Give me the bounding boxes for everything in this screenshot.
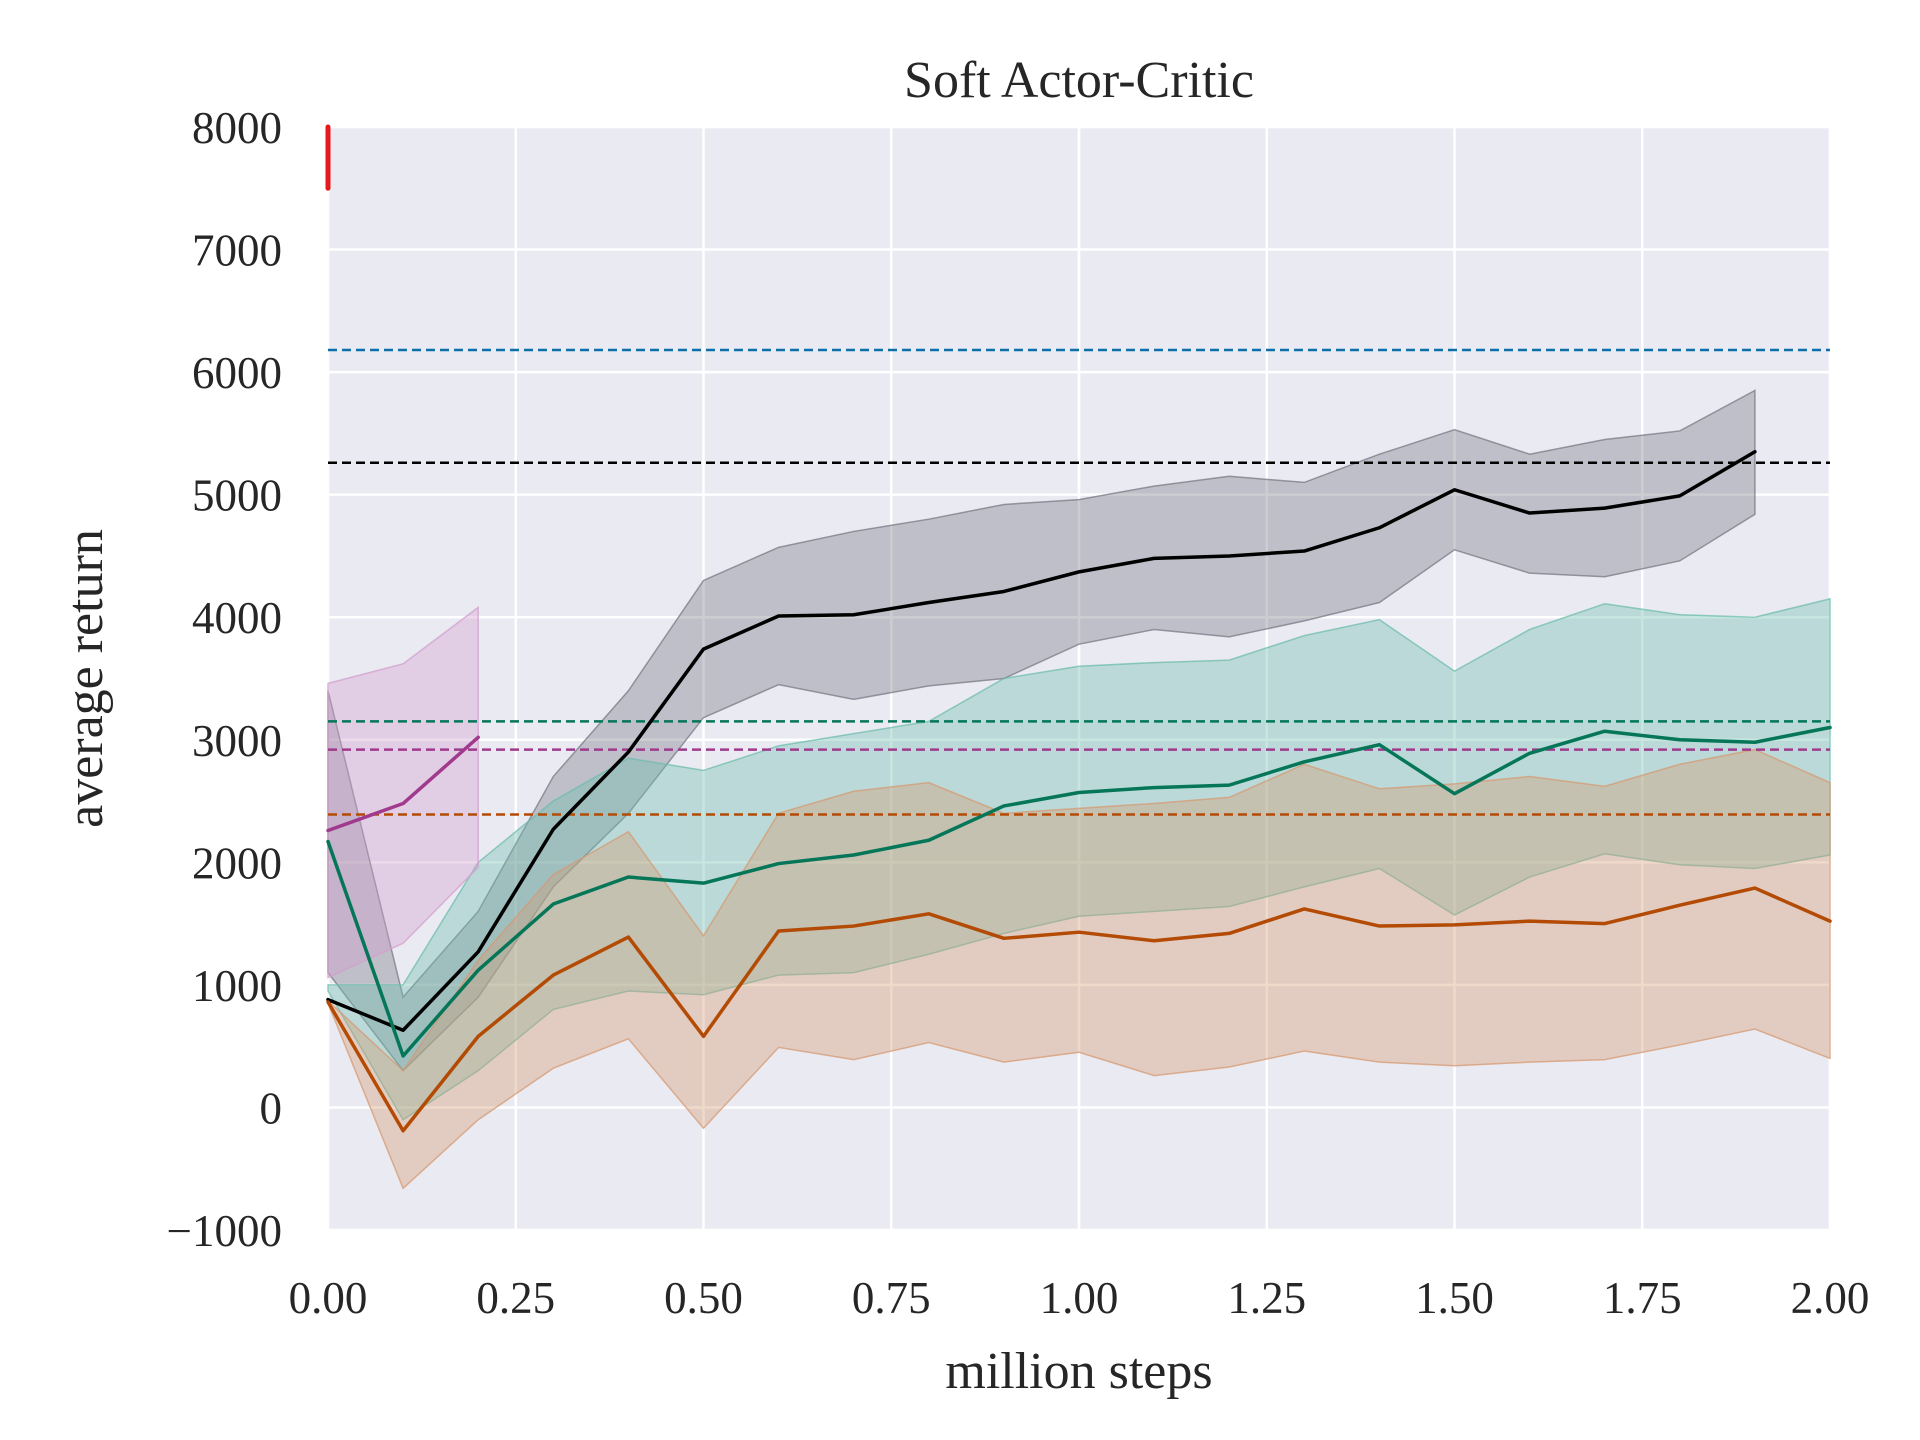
series-1-line: [326, 725, 1832, 1058]
x-tick-label: 0.25: [476, 1273, 555, 1323]
series-0-line: [326, 450, 1757, 1032]
y-tick-label: 8000: [192, 103, 282, 153]
series-0-band: [327, 389, 1756, 1072]
y-tick-label: 1000: [192, 961, 282, 1011]
y-axis-label: average return: [57, 529, 114, 828]
x-tick-label: 0.00: [289, 1273, 368, 1323]
y-tick-labels: −1000 0 1000 2000 3000 4000 5000 6000 7000 8000: [167, 103, 282, 1256]
y-tick-label: 6000: [192, 348, 282, 398]
x-axis-label: million steps: [945, 1343, 1212, 1400]
x-tick-labels: 0.00 0.25 0.50 0.75 1.00 1.25 1.50 1.75 2.00: [289, 1273, 1870, 1323]
x-tick-label: 2.00: [1791, 1273, 1870, 1323]
x-tick-label: 1.25: [1227, 1273, 1306, 1323]
reference-lines: [328, 348, 1830, 816]
y-tick-label: 5000: [192, 471, 282, 521]
series-lines: [325, 124, 1832, 1133]
x-tick-label: 1.50: [1415, 1273, 1494, 1323]
x-tick-label: 1.00: [1040, 1273, 1119, 1323]
grid-lines: [326, 125, 1832, 1232]
y-tick-label: 3000: [192, 716, 282, 766]
series-3-band: [327, 605, 479, 979]
y-tick-label: 7000: [192, 226, 282, 276]
x-tick-label: 0.50: [664, 1273, 743, 1323]
y-tick-label: −1000: [167, 1206, 282, 1256]
series-3-line: [326, 735, 480, 833]
confidence-bands: [327, 389, 1831, 1190]
y-tick-label: 0: [260, 1083, 283, 1133]
y-tick-label: 4000: [192, 593, 282, 643]
y-tick-label: 2000: [192, 838, 282, 888]
x-tick-label: 1.75: [1603, 1273, 1682, 1323]
x-tick-label: 0.75: [852, 1273, 931, 1323]
series-2-band: [327, 748, 1831, 1190]
chart-title: Soft Actor-Critic: [904, 52, 1254, 109]
series-2-line: [326, 886, 1832, 1133]
